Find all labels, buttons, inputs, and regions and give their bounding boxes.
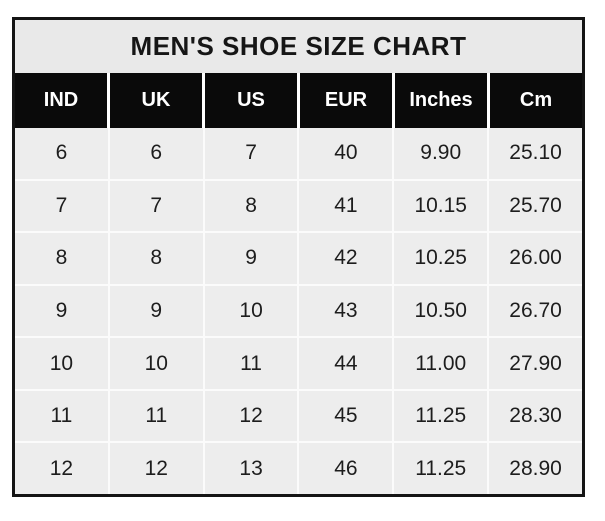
table-cell: 11.00	[392, 338, 487, 389]
table-cell: 44	[297, 338, 392, 389]
table-row: 6 6 7 40 9.90 25.10	[15, 128, 582, 179]
table-row: 12 12 13 46 11.25 28.90	[15, 441, 582, 495]
table-cell: 10	[107, 338, 203, 389]
table-cell: 13	[202, 443, 298, 495]
table-body: 6 6 7 40 9.90 25.10 7 7 8 41 10.15 25.70…	[15, 128, 582, 495]
table-cell: 11	[202, 338, 298, 389]
table-cell: 28.90	[487, 443, 582, 495]
table-cell: 6	[107, 128, 203, 179]
column-header-uk: UK	[107, 73, 202, 128]
table-cell: 42	[297, 233, 392, 284]
table-row: 7 7 8 41 10.15 25.70	[15, 178, 582, 232]
column-header-cm: Cm	[487, 73, 582, 128]
table-cell: 11.25	[392, 390, 487, 442]
table-cell: 11	[50, 404, 73, 428]
column-header-inches: Inches	[392, 73, 487, 128]
table-cell: 12	[107, 443, 203, 495]
table-cell: 12	[49, 456, 74, 480]
table-row: 9 9 10 43 10.50 26.70	[15, 283, 582, 337]
table-cell: 43	[297, 285, 392, 337]
column-header-eur: EUR	[297, 73, 392, 128]
table-cell: 25.70	[487, 180, 582, 232]
table-cell: 11	[107, 390, 203, 442]
table-cell: 40	[297, 128, 392, 179]
table-cell: 28.30	[487, 390, 582, 442]
table-cell: 10.25	[392, 233, 487, 284]
table-row: 8 8 9 42 10.25 26.00	[15, 231, 582, 284]
table-cell: 10.15	[392, 180, 487, 232]
table-header-row: IND UK US EUR Inches Cm	[15, 73, 582, 128]
table-cell: 8	[107, 233, 203, 284]
table-cell: 45	[297, 390, 392, 442]
table-cell: 9	[55, 299, 68, 323]
table-cell: 41	[297, 180, 392, 232]
table-cell: 12	[202, 390, 298, 442]
table-cell: 9	[107, 285, 203, 337]
table-cell: 26.00	[487, 233, 582, 284]
table-cell: 7	[55, 193, 68, 217]
column-header-ind: IND	[43, 89, 79, 111]
table-cell: 8	[202, 180, 298, 232]
table-cell: 9	[202, 233, 298, 284]
table-cell: 9.90	[392, 128, 487, 179]
table-cell: 25.10	[487, 128, 582, 179]
table-cell: 10	[49, 351, 74, 375]
table-cell: 27.90	[487, 338, 582, 389]
shoe-size-chart: MEN'S SHOE SIZE CHART IND UK US EUR Inch…	[12, 17, 585, 497]
table-cell: 7	[107, 180, 203, 232]
column-header-us: US	[202, 73, 297, 128]
table-cell: 11.25	[392, 443, 487, 495]
table-row: 11 11 12 45 11.25 28.30	[15, 388, 582, 442]
table-cell: 46	[297, 443, 392, 495]
table-cell: 10.50	[392, 285, 487, 337]
table-cell: 6	[55, 141, 68, 165]
chart-title: MEN'S SHOE SIZE CHART	[15, 20, 582, 73]
table-cell: 7	[202, 128, 298, 179]
table-cell: 8	[55, 246, 68, 270]
table-cell: 10	[202, 285, 298, 337]
table-row: 10 10 11 44 11.00 27.90	[15, 336, 582, 389]
table-cell: 26.70	[487, 285, 582, 337]
